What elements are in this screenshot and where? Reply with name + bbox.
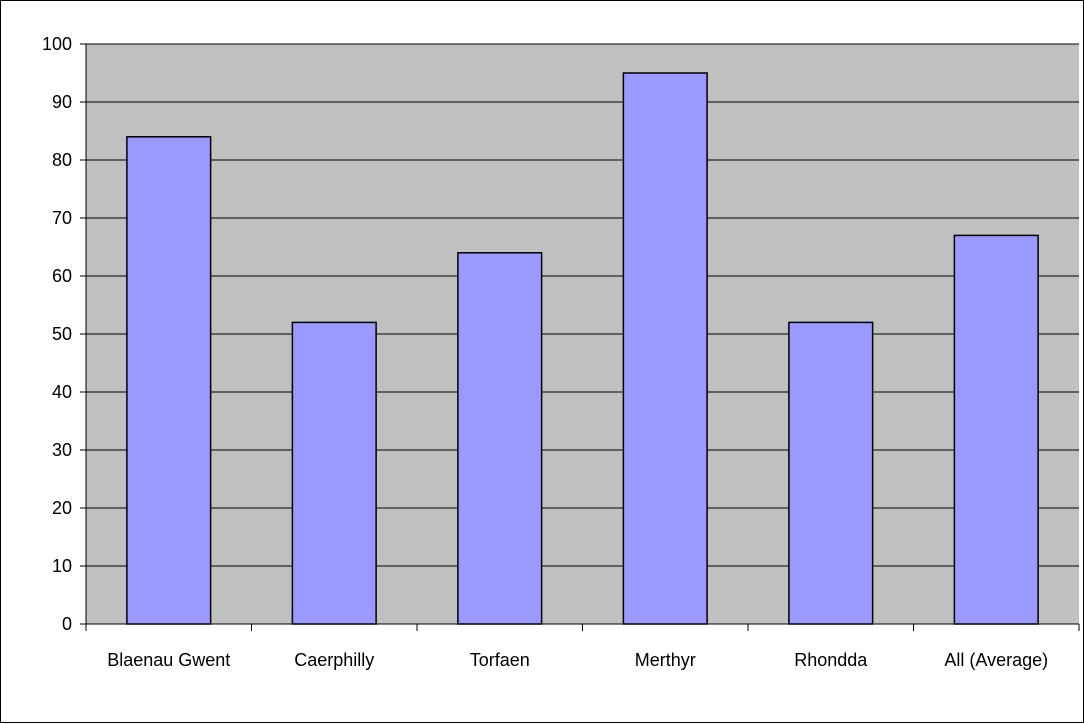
- x-tick-label: Torfaen: [470, 650, 530, 670]
- y-tick-label: 80: [52, 150, 72, 170]
- y-tick-label: 90: [52, 92, 72, 112]
- bar: [954, 235, 1038, 624]
- x-tick-label: All (Average): [944, 650, 1048, 670]
- bar: [623, 73, 707, 624]
- bar: [789, 322, 873, 624]
- bar: [292, 322, 376, 624]
- bar: [127, 137, 211, 624]
- y-tick-label: 20: [52, 498, 72, 518]
- x-tick-labels: Blaenau Gwent Caerphilly Torfaen Merthyr Rho…: [107, 650, 1048, 670]
- y-tick-label: 50: [52, 324, 72, 344]
- y-tick-label: 70: [52, 208, 72, 228]
- bar: [458, 253, 542, 624]
- y-tick-labels: 0 10 20 30 40 50 60 70 80 90 100: [42, 34, 72, 634]
- y-tick-label: 10: [52, 556, 72, 576]
- x-tick-label: Rhondda: [794, 650, 868, 670]
- y-tick-label: 0: [62, 614, 72, 634]
- x-tick-label: Merthyr: [635, 650, 696, 670]
- y-tick-label: 100: [42, 34, 72, 54]
- x-tick-label: Caerphilly: [294, 650, 374, 670]
- y-tick-label: 30: [52, 440, 72, 460]
- y-tick-label: 40: [52, 382, 72, 402]
- x-tick-label: Blaenau Gwent: [107, 650, 230, 670]
- y-tick-label: 60: [52, 266, 72, 286]
